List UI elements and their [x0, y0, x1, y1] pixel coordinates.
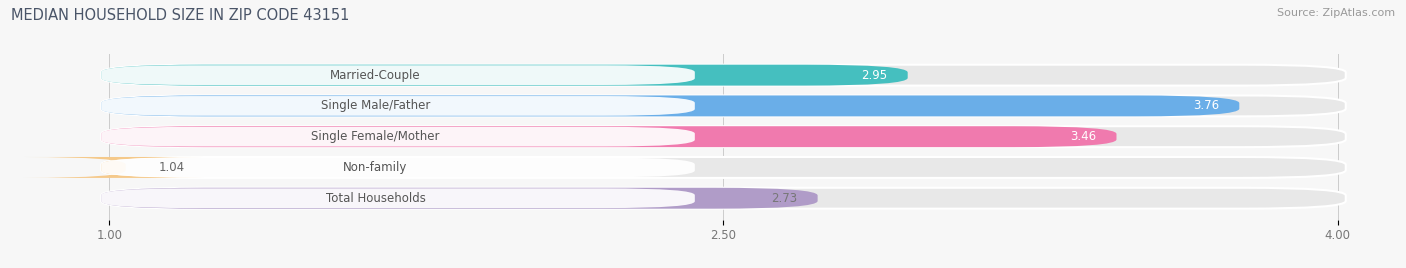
FancyBboxPatch shape	[101, 65, 1346, 85]
FancyBboxPatch shape	[101, 188, 695, 208]
Text: Source: ZipAtlas.com: Source: ZipAtlas.com	[1277, 8, 1395, 18]
FancyBboxPatch shape	[101, 157, 1346, 178]
Text: 3.76: 3.76	[1192, 99, 1219, 112]
FancyBboxPatch shape	[101, 127, 695, 147]
Text: Total Households: Total Households	[326, 192, 426, 205]
Text: MEDIAN HOUSEHOLD SIZE IN ZIP CODE 43151: MEDIAN HOUSEHOLD SIZE IN ZIP CODE 43151	[11, 8, 350, 23]
FancyBboxPatch shape	[101, 158, 695, 177]
Text: 1.04: 1.04	[159, 161, 184, 174]
Text: 2.95: 2.95	[860, 69, 887, 82]
FancyBboxPatch shape	[101, 126, 1116, 147]
FancyBboxPatch shape	[101, 65, 695, 85]
FancyBboxPatch shape	[101, 126, 1346, 147]
Text: 2.73: 2.73	[770, 192, 797, 205]
FancyBboxPatch shape	[101, 96, 695, 116]
FancyBboxPatch shape	[101, 188, 818, 209]
FancyBboxPatch shape	[24, 157, 204, 178]
FancyBboxPatch shape	[101, 95, 1346, 116]
Text: Married-Couple: Married-Couple	[330, 69, 420, 82]
FancyBboxPatch shape	[101, 188, 1346, 209]
FancyBboxPatch shape	[101, 95, 1239, 116]
Text: Non-family: Non-family	[343, 161, 408, 174]
Text: Single Male/Father: Single Male/Father	[321, 99, 430, 112]
Text: Single Female/Mother: Single Female/Mother	[311, 130, 440, 143]
Text: 3.46: 3.46	[1070, 130, 1097, 143]
FancyBboxPatch shape	[101, 65, 908, 85]
